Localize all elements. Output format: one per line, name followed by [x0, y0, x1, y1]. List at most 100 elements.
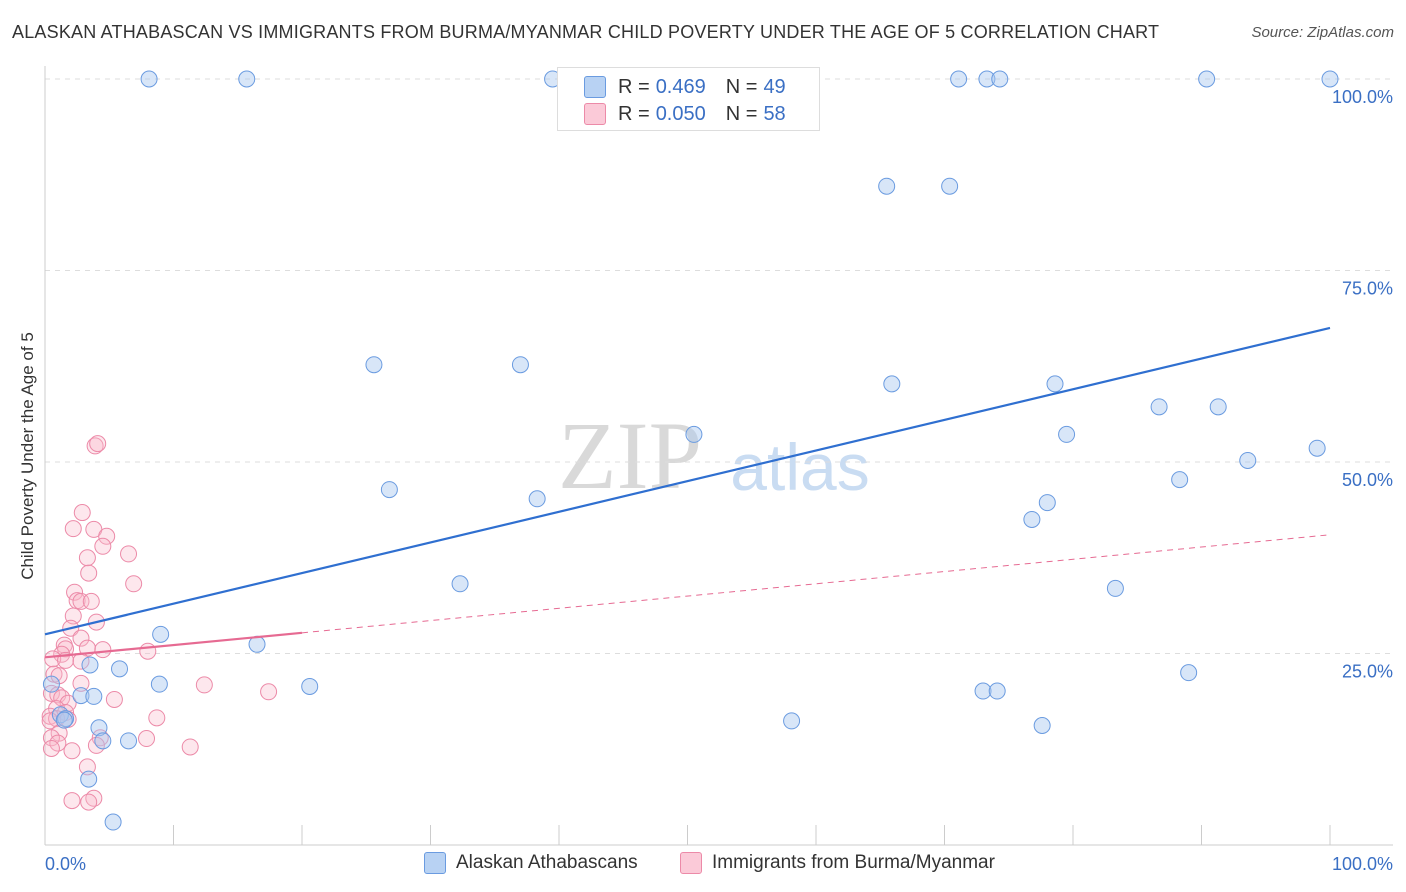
data-point-athabascan [783, 712, 801, 730]
data-point-burma [78, 758, 96, 776]
data-point-athabascan [365, 356, 383, 374]
data-point-burma [86, 437, 104, 455]
data-point-burma [72, 629, 90, 647]
trend-line-athabascan [44, 326, 1331, 636]
data-point-athabascan [1033, 717, 1051, 735]
data-point-athabascan [1198, 70, 1216, 88]
data-point-athabascan [238, 70, 256, 88]
legend-r-label: R = [618, 102, 650, 125]
data-point-athabascan [55, 711, 73, 729]
data-point-burma [72, 674, 90, 692]
data-point-burma [78, 549, 96, 567]
data-point-athabascan [1058, 425, 1076, 443]
trend-line-burma-extension [301, 534, 1331, 634]
data-point-burma [80, 564, 98, 582]
data-point-burma [181, 738, 199, 756]
data-point-athabascan [1239, 451, 1257, 469]
data-point-athabascan [111, 660, 129, 678]
legend-n-label: N = [725, 75, 758, 98]
data-point-athabascan [140, 70, 158, 88]
data-point-athabascan [94, 732, 112, 750]
source-credit: Source: ZipAtlas.com [1251, 24, 1394, 41]
series-legend: Alaskan Athabascans Immigrants from Burm… [0, 852, 1406, 876]
data-point-burma [73, 504, 91, 522]
legend-item-burma: Immigrants from Burma/Myanmar [680, 852, 995, 874]
correlation-legend: R = 0.469 N = 49 R = 0.050 N = 58 [557, 67, 820, 131]
data-point-burma [63, 742, 81, 760]
data-point-burma [44, 650, 62, 668]
legend-swatch-pink [584, 103, 606, 125]
legend-n-value: 49 [763, 75, 786, 98]
legend-swatch-blue [584, 76, 606, 98]
data-point-athabascan [1308, 439, 1326, 457]
data-point-athabascan [941, 177, 959, 195]
data-point-athabascan [1150, 398, 1168, 416]
data-point-athabascan [90, 719, 108, 737]
data-point-athabascan [1023, 510, 1041, 528]
legend-r-label: R = [618, 75, 650, 98]
legend-swatch-blue [424, 852, 446, 874]
watermark-zip: ZIP [558, 402, 702, 509]
data-point-athabascan [451, 575, 469, 593]
data-point-burma [82, 592, 100, 610]
data-point-burma [63, 792, 81, 810]
legend-label-athabascan: Alaskan Athabascans [456, 852, 638, 873]
x-tick-label: 0.0% [45, 854, 86, 874]
data-point-athabascan [380, 481, 398, 499]
data-point-athabascan [81, 656, 99, 674]
data-point-burma [64, 520, 82, 538]
legend-row-burma: R = 0.050 N = 58 [584, 102, 786, 126]
data-point-athabascan [974, 682, 992, 700]
legend-r-value: 0.469 [655, 75, 706, 98]
data-point-athabascan [1106, 579, 1124, 597]
legend-item-athabascan: Alaskan Athabascans [424, 852, 638, 874]
data-point-athabascan [120, 732, 138, 750]
data-point-burma [89, 435, 107, 453]
y-tick-label: 50.0% [1342, 470, 1393, 490]
data-point-burma [80, 793, 98, 811]
data-point-athabascan [42, 675, 60, 693]
data-point-athabascan [1171, 471, 1189, 489]
data-point-athabascan [72, 687, 90, 705]
data-point-burma [72, 592, 90, 610]
data-point-athabascan [1321, 70, 1339, 88]
data-point-athabascan [1180, 664, 1198, 682]
data-point-burma [98, 527, 116, 545]
data-point-athabascan [991, 70, 1009, 88]
data-point-burma [94, 537, 112, 555]
data-point-burma [138, 730, 156, 748]
data-point-burma [139, 642, 157, 660]
data-point-athabascan [988, 682, 1006, 700]
data-point-athabascan [1038, 494, 1056, 512]
data-point-athabascan [1209, 398, 1227, 416]
data-point-athabascan [878, 177, 896, 195]
legend-n-label: N = [725, 102, 758, 125]
data-point-burma [120, 545, 138, 563]
data-point-athabascan [152, 625, 170, 643]
data-point-athabascan [950, 70, 968, 88]
data-point-athabascan [85, 687, 103, 705]
y-tick-label: 25.0% [1342, 662, 1393, 682]
data-point-athabascan [528, 490, 546, 508]
data-point-burma [42, 739, 60, 757]
legend-r-value: 0.050 [655, 102, 706, 125]
data-point-athabascan [1046, 375, 1064, 393]
trend-line-burma [44, 631, 303, 659]
data-point-burma [260, 683, 278, 701]
legend-row-athabascan: R = 0.469 N = 49 [584, 75, 786, 99]
legend-label-burma: Immigrants from Burma/Myanmar [712, 852, 995, 873]
data-point-burma [105, 690, 123, 708]
data-point-athabascan [301, 677, 319, 695]
data-point-burma [94, 641, 112, 659]
data-point-burma [42, 684, 60, 702]
x-tick-label: 100.0% [1332, 854, 1393, 874]
data-point-burma [195, 676, 213, 694]
y-tick-label: 100.0% [1332, 87, 1393, 107]
y-tick-label: 75.0% [1342, 279, 1393, 299]
data-point-athabascan [978, 70, 996, 88]
data-point-athabascan [511, 356, 529, 374]
chart-title: ALASKAN ATHABASCAN VS IMMIGRANTS FROM BU… [12, 22, 1160, 42]
data-point-athabascan [80, 770, 98, 788]
data-point-burma [148, 709, 166, 727]
